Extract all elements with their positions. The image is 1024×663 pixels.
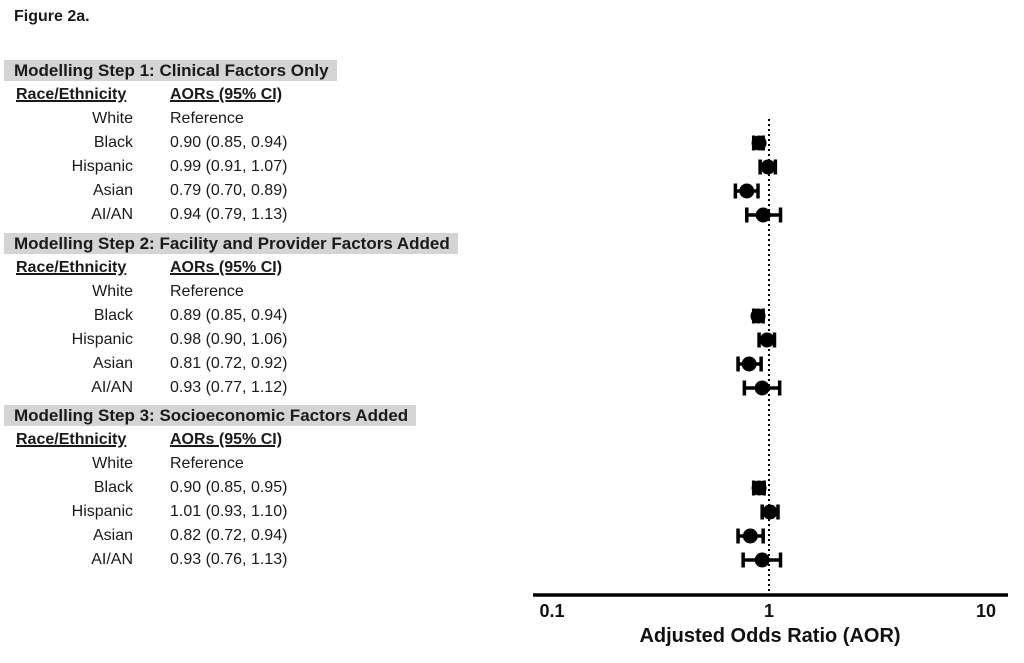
race-label: Black	[93, 134, 133, 151]
column-header-row: Race/Ethnicity AORs (95% CI)	[0, 256, 540, 280]
aor-value: 0.93 (0.77, 1.12)	[170, 379, 288, 396]
table-row: Asian 0.82 (0.72, 0.94)	[0, 524, 540, 548]
table-row: AI/AN 0.93 (0.77, 1.12)	[0, 376, 540, 400]
step-header-row: Modelling Step 1: Clinical Factors Only	[0, 59, 540, 83]
race-label: AI/AN	[91, 206, 133, 223]
point-estimate-marker	[760, 159, 776, 175]
aor-value: Reference	[170, 455, 244, 472]
point-estimate-marker	[742, 528, 758, 544]
modelling-step-section: Modelling Step 3: Socioeconomic Factors …	[0, 404, 540, 572]
race-label: Hispanic	[71, 503, 133, 520]
table-row: Black 0.90 (0.85, 0.94)	[0, 131, 540, 155]
point-estimate-marker	[750, 308, 766, 324]
race-label: White	[92, 455, 133, 472]
step-header: Modelling Step 1: Clinical Factors Only	[4, 60, 337, 81]
column-header-row: Race/Ethnicity AORs (95% CI)	[0, 428, 540, 452]
x-axis-tick-label: 1	[764, 601, 774, 621]
point-estimate-marker	[759, 332, 775, 348]
table-row: Black 0.89 (0.85, 0.94)	[0, 304, 540, 328]
aor-value: 0.90 (0.85, 0.95)	[170, 479, 288, 496]
column-header-row: Race/Ethnicity AORs (95% CI)	[0, 83, 540, 107]
table-row: White Reference	[0, 452, 540, 476]
table-row: Asian 0.79 (0.70, 0.89)	[0, 179, 540, 203]
table-row: White Reference	[0, 107, 540, 131]
point-estimate-marker	[739, 183, 755, 199]
race-label: Black	[93, 307, 133, 324]
table-row: Hispanic 0.98 (0.90, 1.06)	[0, 328, 540, 352]
step-header-row: Modelling Step 2: Facility and Provider …	[0, 232, 540, 256]
x-axis-tick-label: 10	[976, 601, 996, 621]
aor-value: Reference	[170, 283, 244, 300]
table-row: Hispanic 0.99 (0.91, 1.07)	[0, 155, 540, 179]
modelling-step-section: Modelling Step 1: Clinical Factors Only R…	[0, 59, 540, 227]
point-estimate-marker	[751, 480, 767, 496]
race-ethnicity-column-header: Race/Ethnicity	[16, 259, 127, 276]
x-axis-title: Adjusted Odds Ratio (AOR)	[639, 625, 900, 647]
aor-value: 0.82 (0.72, 0.94)	[170, 527, 288, 544]
aor-value: Reference	[170, 110, 244, 127]
point-estimate-marker	[754, 552, 770, 568]
race-ethnicity-column-header: Race/Ethnicity	[16, 431, 127, 448]
modelling-step-section: Modelling Step 2: Facility and Provider …	[0, 232, 540, 400]
aor-value: 0.93 (0.76, 1.13)	[170, 551, 288, 568]
race-label: White	[92, 283, 133, 300]
aor-value: 0.79 (0.70, 0.89)	[170, 182, 288, 199]
race-label: Asian	[92, 527, 133, 544]
aor-value: 0.99 (0.91, 1.07)	[170, 158, 288, 175]
point-estimate-marker	[751, 135, 767, 151]
figure-label: Figure 2a.	[14, 8, 90, 25]
point-estimate-marker	[762, 504, 778, 520]
aor-value: 0.94 (0.79, 1.13)	[170, 206, 288, 223]
table-row: AI/AN 0.94 (0.79, 1.13)	[0, 203, 540, 227]
race-label: AI/AN	[91, 379, 133, 396]
aor-value: 0.81 (0.72, 0.92)	[170, 355, 288, 372]
aor-column-header: AORs (95% CI)	[170, 431, 283, 448]
aor-value: 1.01 (0.93, 1.10)	[170, 503, 288, 520]
point-estimate-marker	[755, 207, 771, 223]
step-header-row: Modelling Step 3: Socioeconomic Factors …	[0, 404, 540, 428]
race-label: Black	[93, 479, 133, 496]
race-label: Hispanic	[71, 158, 133, 175]
race-label: White	[92, 110, 133, 127]
x-axis-tick-label: 0.1	[539, 601, 564, 621]
race-label: Hispanic	[71, 331, 133, 348]
table-row: AI/AN 0.93 (0.76, 1.13)	[0, 548, 540, 572]
aor-value: 0.89 (0.85, 0.94)	[170, 307, 288, 324]
table-row: White Reference	[0, 280, 540, 304]
table-row: Black 0.90 (0.85, 0.95)	[0, 476, 540, 500]
point-estimate-marker	[754, 380, 770, 396]
race-ethnicity-column-header: Race/Ethnicity	[16, 86, 127, 103]
point-estimate-marker	[741, 356, 757, 372]
aor-value: 0.98 (0.90, 1.06)	[170, 331, 288, 348]
aor-column-header: AORs (95% CI)	[170, 86, 283, 103]
table-row: Hispanic 1.01 (0.93, 1.10)	[0, 500, 540, 524]
step-header: Modelling Step 2: Facility and Provider …	[4, 233, 458, 254]
aor-value: 0.90 (0.85, 0.94)	[170, 134, 288, 151]
step-header: Modelling Step 3: Socioeconomic Factors …	[4, 405, 417, 426]
aor-column-header: AORs (95% CI)	[170, 259, 283, 276]
race-label: AI/AN	[91, 551, 133, 568]
race-label: Asian	[92, 182, 133, 199]
race-label: Asian	[92, 355, 133, 372]
table-row: Asian 0.81 (0.72, 0.92)	[0, 352, 540, 376]
